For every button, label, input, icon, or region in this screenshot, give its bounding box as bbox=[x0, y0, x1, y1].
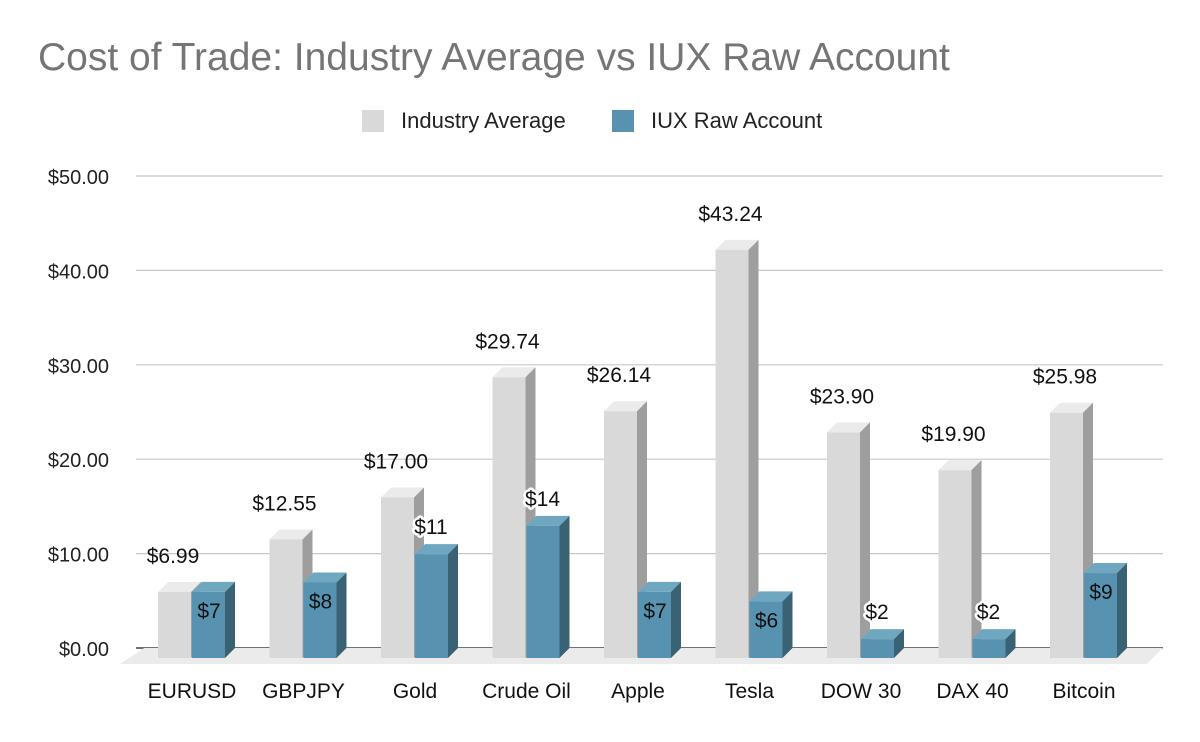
legend-label-industry-average: Industry Average bbox=[401, 108, 566, 133]
x-tick-label-gbpjpy: GBPJPY bbox=[262, 680, 345, 703]
bar-top-industry-average-apple bbox=[604, 401, 647, 412]
bar-side-iux-raw-account-gold bbox=[448, 544, 458, 658]
legend-swatch-industry-average bbox=[362, 110, 384, 132]
bar-iux-raw-account-tesla bbox=[749, 601, 783, 658]
bar-top-iux-raw-account-crude-oil bbox=[526, 515, 570, 526]
bar-industry-average-gold bbox=[381, 497, 414, 658]
data-label-industry-average-apple: $26.14 bbox=[587, 364, 652, 387]
bar-industry-average-dax-40 bbox=[938, 470, 972, 658]
legend: Industry Average IUX Raw Account bbox=[0, 108, 1200, 142]
data-label-industry-average-dax-40: $19.90 bbox=[921, 423, 985, 446]
bar-iux-raw-account-eurusd bbox=[192, 591, 225, 658]
bar-top-iux-raw-account-apple bbox=[638, 581, 681, 592]
x-tick-label-bitcoin: Bitcoin bbox=[1052, 680, 1115, 703]
data-label-iux-raw-account-tesla: $6 bbox=[755, 609, 778, 632]
bar-industry-average-crude-oil bbox=[492, 377, 526, 658]
bar-top-industry-average-crude-oil bbox=[492, 367, 536, 378]
bar-iux-raw-account-crude-oil bbox=[526, 525, 560, 658]
data-label-industry-average-crude-oil: $29.74 bbox=[475, 330, 540, 353]
legend-item-iux-raw-account[interactable]: IUX Raw Account bbox=[612, 108, 822, 134]
bar-top-industry-average-gbpjpy bbox=[269, 529, 313, 540]
bar-side-iux-raw-account-bitcoin bbox=[1117, 563, 1127, 658]
data-label-industry-average-gold: $17.00 bbox=[364, 451, 428, 474]
bar-top-industry-average-tesla bbox=[715, 239, 759, 250]
data-label-iux-raw-account-dax-40: $2 bbox=[977, 601, 1000, 624]
data-label-iux-raw-account-bitcoin: $9 bbox=[1089, 581, 1112, 604]
bar-top-iux-raw-account-bitcoin bbox=[1084, 563, 1127, 574]
bar-side-industry-average-tesla bbox=[748, 239, 759, 659]
bar-side-industry-average-dow-30 bbox=[860, 422, 870, 658]
data-label-industry-average-tesla: $43.24 bbox=[698, 203, 763, 226]
bar-industry-average-eurusd bbox=[158, 592, 191, 658]
bar-iux-raw-account-gbpjpy bbox=[303, 582, 337, 658]
chart-title: Cost of Trade: Industry Average vs IUX R… bbox=[38, 36, 950, 79]
y-tick-label: $0.00 bbox=[59, 639, 109, 661]
x-tick-label-dax-40: DAX 40 bbox=[936, 680, 1008, 703]
x-tick-label-apple: Apple bbox=[611, 680, 665, 703]
bar-top-iux-raw-account-gbpjpy bbox=[303, 572, 347, 583]
bar-side-iux-raw-account-tesla bbox=[782, 591, 793, 658]
data-label-industry-average-eurusd: $6.99 bbox=[147, 545, 200, 568]
bar-side-iux-raw-account-gbpjpy bbox=[336, 572, 347, 658]
x-tick-label-eurusd: EURUSD bbox=[148, 680, 237, 703]
bar-iux-raw-account-dax-40 bbox=[972, 639, 1006, 658]
x-tick-label-gold: Gold bbox=[393, 680, 437, 703]
y-tick-label: $30.00 bbox=[48, 356, 109, 378]
bar-side-iux-raw-account-dow-30 bbox=[894, 629, 904, 658]
data-label-iux-raw-account-gold: $11 bbox=[414, 516, 447, 539]
bar-industry-average-bitcoin bbox=[1050, 412, 1083, 658]
y-tick-label: $10.00 bbox=[48, 545, 109, 567]
data-label-industry-average-bitcoin: $25.98 bbox=[1033, 366, 1097, 389]
bar-industry-average-tesla bbox=[715, 249, 749, 659]
y-tick-label: $20.00 bbox=[48, 450, 109, 472]
bar-side-industry-average-dax-40 bbox=[971, 460, 982, 658]
data-label-iux-raw-account-eurusd: $7 bbox=[197, 600, 220, 623]
x-tick-label-dow-30: DOW 30 bbox=[821, 680, 902, 703]
bar-iux-raw-account-gold bbox=[415, 554, 448, 658]
bar-iux-raw-account-apple bbox=[638, 591, 671, 658]
legend-label-iux-raw-account: IUX Raw Account bbox=[651, 108, 823, 133]
x-tick-label-tesla: Tesla bbox=[725, 680, 774, 703]
bar-top-iux-raw-account-eurusd bbox=[192, 581, 235, 592]
bar-side-iux-raw-account-eurusd bbox=[225, 581, 235, 658]
bar-top-industry-average-dax-40 bbox=[938, 460, 982, 471]
bar-top-industry-average-bitcoin bbox=[1050, 402, 1093, 413]
legend-swatch-iux-raw-account bbox=[612, 110, 634, 132]
bar-top-industry-average-eurusd bbox=[158, 582, 201, 593]
legend-item-industry-average[interactable]: Industry Average bbox=[362, 108, 566, 134]
bar-top-iux-raw-account-dax-40 bbox=[972, 629, 1016, 640]
data-label-iux-raw-account-gbpjpy: $8 bbox=[309, 590, 332, 613]
bar-side-iux-raw-account-apple bbox=[671, 581, 681, 658]
y-tick-label: $40.00 bbox=[48, 261, 109, 283]
data-label-iux-raw-account-crude-oil: $14 bbox=[525, 488, 560, 511]
data-label-iux-raw-account-apple: $7 bbox=[643, 600, 666, 623]
bar-industry-average-gbpjpy bbox=[269, 539, 303, 658]
data-label-iux-raw-account-dow-30: $2 bbox=[865, 601, 888, 624]
bar-side-iux-raw-account-crude-oil bbox=[559, 515, 570, 658]
x-tick-label-crude-oil: Crude Oil bbox=[482, 680, 571, 703]
bar-industry-average-apple bbox=[604, 411, 637, 658]
bar-top-iux-raw-account-dow-30 bbox=[861, 629, 904, 640]
data-label-industry-average-gbpjpy: $12.55 bbox=[252, 493, 316, 516]
bar-top-industry-average-gold bbox=[381, 487, 424, 498]
bar-iux-raw-account-dow-30 bbox=[861, 639, 894, 658]
y-tick-label: $50.00 bbox=[48, 167, 109, 189]
bar-top-iux-raw-account-gold bbox=[415, 544, 458, 555]
data-label-industry-average-dow-30: $23.90 bbox=[810, 385, 874, 408]
bar-top-industry-average-dow-30 bbox=[827, 422, 870, 433]
bar-top-iux-raw-account-tesla bbox=[749, 591, 793, 602]
bar-side-iux-raw-account-dax-40 bbox=[1005, 629, 1016, 658]
bar-industry-average-dow-30 bbox=[827, 432, 860, 658]
bar-iux-raw-account-bitcoin bbox=[1084, 573, 1117, 658]
